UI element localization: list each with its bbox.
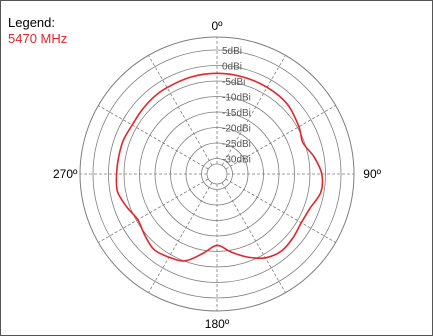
ring-label: -20dBi [222,124,251,135]
ring-label: -25dBi [222,139,251,150]
gain-ring [92,49,342,299]
legend-title: Legend: [8,15,55,30]
angle-label-180: 180º [205,317,230,331]
angle-label-90: 90º [363,167,381,181]
gain-ring [201,158,233,190]
gain-ring [170,127,264,221]
angle-label-0: 0º [211,19,223,33]
ring-label: 5dBi [222,46,242,57]
ring-label: -30dBi [222,155,251,166]
center-hub [206,163,228,185]
angle-label-270: 270º [53,167,78,181]
ring-label: -15dBi [222,108,251,119]
series-trace-0 [115,72,324,262]
ring-label: 0dBi [222,62,242,73]
legend-series-label: 5470 MHz [8,31,68,46]
gain-ring [108,65,326,283]
ring-label: -10dBi [222,93,251,104]
gain-ring [185,142,249,206]
gain-ring [139,96,295,252]
gain-ring [123,80,311,268]
gain-ring [154,111,280,237]
legend: Legend: 5470 MHz [8,15,67,47]
ring-label: -5dBi [222,77,245,88]
